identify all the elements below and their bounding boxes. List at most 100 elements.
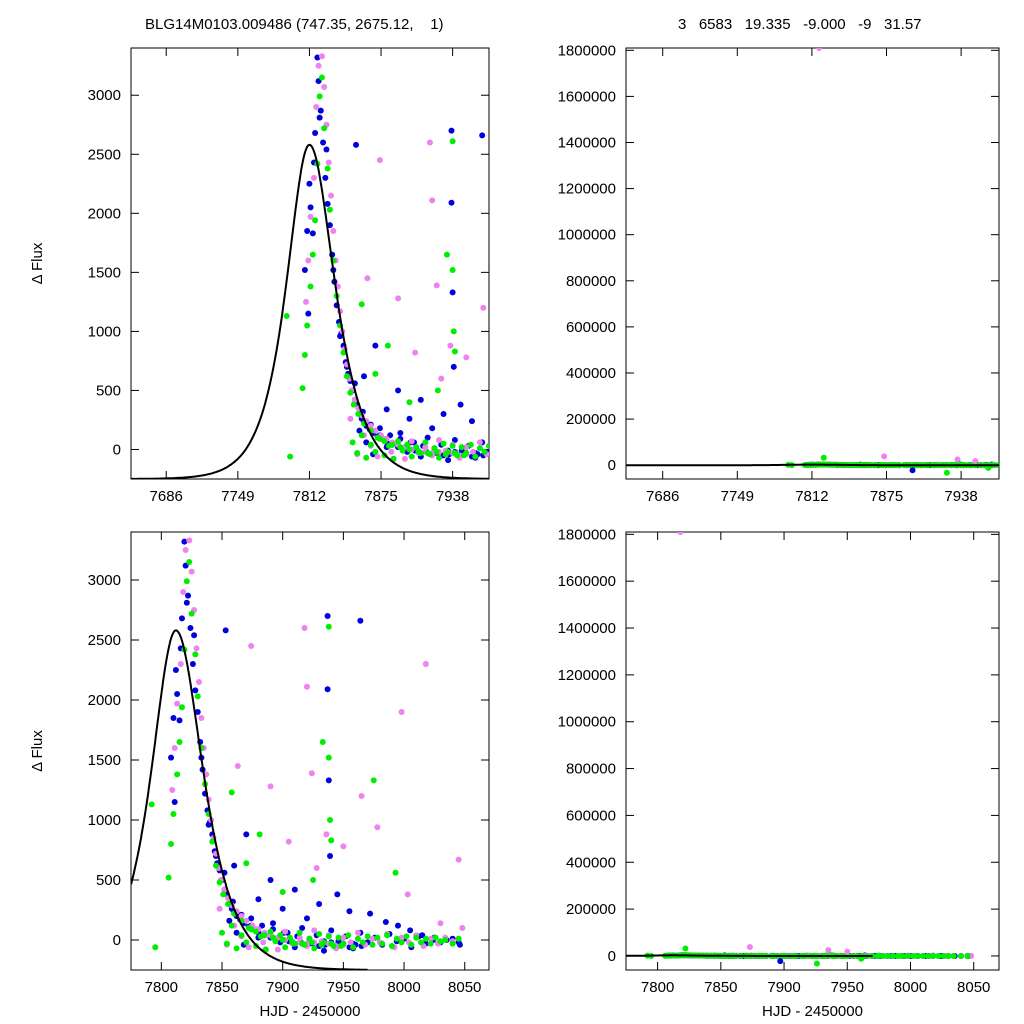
panel-bottom-left: 0 500 1000 1500 2000 2500 3000 7800 7850 7900 7950… [29, 531, 490, 1020]
data-point [889, 952, 896, 959]
data-point [169, 787, 176, 793]
data-point [279, 889, 286, 895]
data-point [320, 939, 327, 946]
data-point [433, 282, 440, 289]
x-tick-label: 7812 [293, 488, 326, 505]
data-point [256, 831, 263, 838]
data-point [349, 439, 356, 446]
data-point [408, 438, 415, 445]
panel-top-right: 0 200000 400000 600000 800000 1000000 1200000 1… [558, 42, 1000, 505]
data-point [915, 952, 922, 959]
data-point [355, 411, 362, 418]
data-point [311, 927, 318, 934]
data-point [191, 632, 198, 639]
data-point [188, 610, 195, 617]
data-point [322, 174, 329, 181]
data-point [958, 952, 965, 959]
data-point [228, 789, 235, 796]
data-point [904, 952, 911, 959]
data-point [152, 944, 159, 951]
data-point [930, 952, 937, 959]
data-point [327, 853, 334, 859]
data-point [225, 901, 232, 907]
data-point [379, 940, 386, 947]
data-point [325, 623, 332, 630]
x-axis-label: HJD - 2450000 [260, 1003, 361, 1020]
data-point [165, 874, 172, 881]
data-point [443, 251, 450, 258]
data-point [325, 754, 332, 761]
data-point [327, 817, 334, 823]
data-point [456, 941, 463, 948]
data-point [437, 920, 444, 927]
plot-area [131, 537, 466, 970]
data-point [370, 777, 377, 784]
data-point [945, 952, 952, 959]
data-point [413, 934, 420, 941]
data-point [310, 174, 317, 181]
data-point [406, 399, 413, 406]
data-point [343, 373, 350, 380]
data-point [395, 387, 402, 394]
data-point [168, 841, 175, 847]
data-point [401, 455, 408, 462]
data-point [422, 661, 429, 667]
data-point [985, 464, 992, 471]
data-point [303, 298, 310, 305]
data-point [313, 104, 320, 111]
data-point [381, 438, 388, 445]
x-tick-label: 7686 [150, 488, 183, 505]
data-point [243, 939, 250, 946]
data-point [910, 952, 917, 959]
data-point [282, 928, 289, 935]
data-point [194, 709, 201, 715]
data-point [407, 927, 414, 934]
data-point [252, 928, 259, 935]
data-point [480, 304, 487, 311]
data-point [283, 313, 290, 320]
data-point [463, 354, 470, 361]
data-point [324, 613, 331, 619]
data-point [422, 444, 429, 451]
data-point [301, 352, 308, 359]
data-point [307, 204, 314, 211]
data-point [171, 799, 178, 805]
y-tick-label: 200000 [566, 901, 616, 918]
data-point [392, 869, 399, 876]
data-point [296, 934, 303, 941]
y-tick-label: 0 [113, 932, 121, 949]
data-point [345, 932, 352, 939]
data-point [359, 939, 366, 946]
data-point [408, 453, 415, 460]
data-point [364, 275, 371, 282]
data-point [388, 943, 395, 949]
data-point [950, 952, 957, 959]
y-tick-label: 1200000 [558, 181, 616, 198]
data-point [325, 159, 332, 166]
data-point [844, 948, 851, 955]
data-point [228, 922, 235, 929]
data-point [920, 952, 927, 959]
data-point [449, 442, 456, 449]
header-title-left: BLG14M0103.009486 (747.35, 2675.12, 1) [145, 16, 444, 33]
data-point [445, 457, 452, 464]
data-point [198, 715, 205, 721]
y-tick-label: 1400000 [558, 134, 616, 151]
y-tick-label: 1000000 [558, 714, 616, 731]
data-point [170, 715, 177, 721]
data-point [330, 943, 337, 949]
x-tick-label: 7938 [436, 488, 469, 505]
x-tick-label: 7800 [145, 979, 178, 996]
data-point [285, 838, 292, 845]
data-point [451, 348, 458, 355]
data-point [894, 952, 901, 959]
data-point [448, 199, 455, 206]
data-point [303, 683, 310, 690]
y-tick-label: 500 [96, 382, 121, 399]
data-point [267, 783, 274, 790]
data-point [777, 958, 784, 965]
data-point [233, 945, 240, 952]
data-point [357, 617, 364, 624]
data-point [255, 896, 262, 903]
data-point [395, 295, 402, 302]
